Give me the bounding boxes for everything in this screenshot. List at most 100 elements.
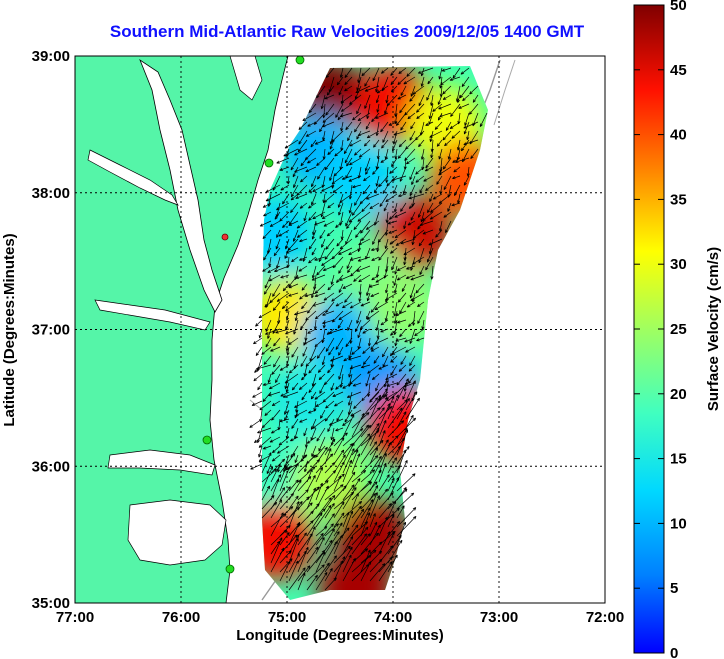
velocity-arrow (351, 449, 359, 465)
velocity-arrow (412, 310, 416, 326)
velocity-arrow (258, 310, 272, 319)
velocity-arrow (419, 265, 425, 275)
colorbar-tick-label: 35 (670, 191, 687, 208)
velocity-arrow (429, 193, 434, 203)
velocity-arrow (297, 532, 307, 546)
velocity-arrow (378, 503, 392, 519)
velocity-arrow (403, 256, 407, 266)
velocity-arrow (375, 175, 380, 187)
velocity-arrow (378, 403, 391, 429)
velocity-arrow (396, 445, 410, 465)
velocity-arrow (279, 452, 296, 474)
velocity-arrow (298, 130, 308, 145)
velocity-arrow (290, 193, 299, 201)
velocity-arrow (335, 382, 344, 390)
velocity-arrow (335, 337, 344, 350)
velocity-arrow (258, 454, 272, 462)
velocity-arrow (358, 148, 371, 158)
velocity-arrow (396, 515, 417, 537)
velocity-arrow (296, 220, 308, 229)
velocity-arrow (382, 184, 389, 194)
velocity-arrow (393, 301, 398, 317)
velocity-arrow (403, 247, 416, 256)
velocity-arrow (351, 453, 361, 474)
velocity-arrow (335, 301, 344, 307)
velocity-arrow (342, 442, 355, 465)
velocity-arrow (311, 193, 317, 206)
velocity-arrow (271, 454, 281, 462)
velocity-arrow (394, 337, 398, 347)
velocity-arrow (369, 427, 380, 447)
velocity-arrow (330, 274, 335, 285)
x-axis: 77:00 76:00 75:00 74:00 73:00 72:00 (56, 609, 624, 626)
velocity-arrow (270, 537, 283, 564)
velocity-arrow (356, 310, 362, 324)
velocity-arrow (387, 500, 397, 519)
velocity-arrow (387, 420, 405, 438)
velocity-arrow (352, 382, 362, 387)
velocity-arrow (321, 355, 326, 366)
velocity-arrow (315, 400, 326, 408)
velocity-arrow (341, 175, 353, 180)
velocity-arrow (272, 283, 281, 297)
velocity-arrow (333, 485, 347, 501)
velocity-arrow (353, 274, 362, 282)
velocity-arrow (321, 238, 326, 248)
velocity-arrow (354, 148, 362, 156)
velocity-arrow (311, 175, 317, 188)
velocity-arrow (378, 507, 400, 528)
velocity-arrow (279, 486, 291, 501)
delaware-bay (229, 56, 263, 101)
velocity-arrow (398, 67, 407, 75)
velocity-arrow (402, 184, 407, 195)
velocity-arrow (342, 524, 359, 546)
velocity-arrow (276, 292, 290, 302)
velocity-arrow (329, 130, 335, 145)
velocity-arrow (369, 439, 384, 456)
station-marker (221, 233, 229, 241)
velocity-arrow (438, 193, 452, 204)
velocity-arrow (362, 346, 371, 354)
y-tick-label: 38:00 (32, 185, 70, 202)
velocity-arrow (334, 400, 344, 407)
velocity-arrow (393, 283, 398, 294)
velocity-arrow (408, 373, 416, 384)
velocity-arrow (363, 175, 371, 182)
velocity-arrow (372, 229, 380, 245)
velocity-arrow (417, 310, 425, 324)
velocity-arrow (396, 507, 417, 528)
velocity-arrow (451, 202, 461, 207)
velocity-arrow (445, 220, 452, 233)
velocity-arrow (315, 497, 332, 519)
velocity-arrow (342, 484, 355, 501)
velocity-arrow (304, 292, 317, 297)
velocity-arrow (257, 382, 263, 391)
velocity-arrow (396, 378, 409, 402)
x-tick-label: 77:00 (56, 609, 94, 626)
velocity-arrow (410, 121, 416, 130)
velocity-arrow (265, 184, 281, 193)
velocity-arrow (303, 364, 308, 377)
velocity-arrow (315, 505, 332, 528)
velocity-arrow (360, 533, 371, 546)
velocity-arrow (438, 67, 443, 80)
velocity-arrow (360, 481, 378, 501)
velocity-arrow (267, 373, 272, 384)
velocity-arrow (264, 409, 272, 416)
velocity-arrow (360, 364, 371, 369)
velocity-arrow (294, 310, 308, 316)
velocity-arrow (463, 121, 479, 129)
velocity-arrow (360, 455, 379, 474)
velocity-arrow (345, 337, 353, 348)
velocity-arrow (315, 562, 330, 582)
velocity-arrow (470, 148, 479, 159)
velocity-arrow (347, 319, 353, 331)
y-tick-label: 36:00 (32, 458, 70, 475)
velocity-arrow (338, 85, 344, 96)
velocity-arrow (364, 76, 371, 87)
velocity-arrow (442, 130, 452, 141)
velocity-arrow (324, 568, 333, 582)
velocity-arrow (351, 492, 359, 510)
velocity-arrow (252, 391, 263, 398)
velocity-arrow (365, 121, 371, 130)
